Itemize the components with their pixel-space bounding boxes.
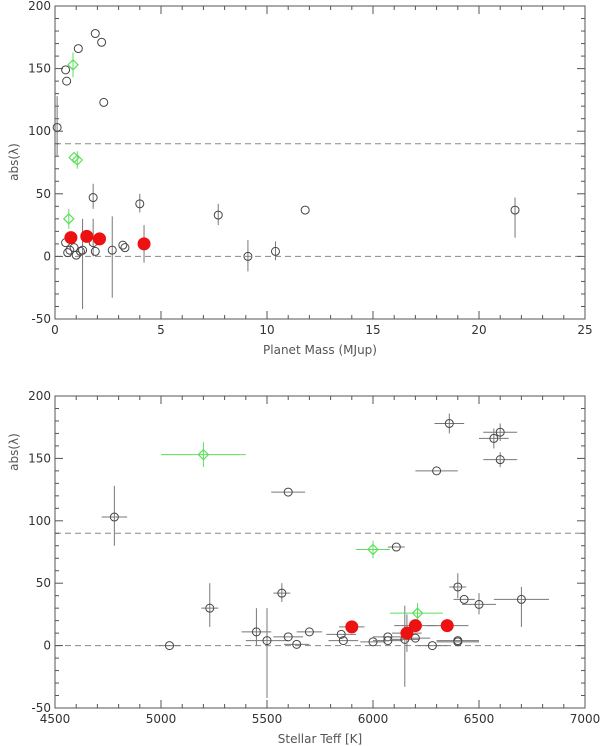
data-point — [197, 448, 210, 461]
data-point — [63, 248, 73, 258]
data-point — [107, 245, 117, 255]
data-point — [120, 243, 130, 253]
data-point — [427, 641, 437, 651]
data-point — [459, 594, 469, 604]
data-point — [432, 466, 442, 476]
data-point — [78, 245, 88, 255]
plot-frame — [54, 395, 586, 709]
data-point — [97, 37, 107, 47]
data-point — [440, 619, 454, 633]
data-point — [71, 154, 84, 166]
data-point — [444, 418, 454, 428]
data-point — [52, 122, 62, 132]
data-point — [410, 633, 420, 643]
data-point — [80, 229, 94, 243]
data-point — [67, 58, 79, 71]
x-tick-label: 7000 — [570, 712, 600, 726]
data-point — [251, 627, 261, 637]
teff-vs-lambda-panel: Stellar Teff [K] abs(λ) 4500 5000 5500 6000… — [7, 389, 600, 746]
data-point — [391, 542, 401, 552]
x-tick-label: 10 — [259, 323, 274, 337]
y-tick-label: 0 — [43, 249, 51, 263]
data-point — [118, 240, 128, 250]
data-point — [90, 29, 100, 39]
data-point — [99, 97, 109, 107]
data-point — [61, 65, 71, 75]
data-point — [283, 487, 293, 497]
x-tick-label: 5 — [157, 323, 165, 337]
data-point — [64, 231, 78, 245]
x-tick-label: 6000 — [358, 712, 389, 726]
data-point — [75, 246, 85, 256]
y-axis-title: abs(λ) — [7, 433, 21, 471]
y-tick-label: 200 — [28, 0, 51, 13]
data-point — [453, 637, 463, 647]
y-tick-label: 50 — [36, 576, 51, 590]
data-point — [270, 246, 280, 256]
data-point — [283, 632, 293, 642]
y-tick-label: 150 — [28, 451, 51, 465]
data-point — [300, 205, 310, 215]
x-tick-label: 25 — [577, 323, 592, 337]
x-tick-label: 0 — [51, 323, 59, 337]
data-point — [368, 637, 378, 647]
data-point — [453, 582, 463, 592]
x-tick-label: 5500 — [252, 712, 283, 726]
data-point — [73, 44, 83, 54]
data-point — [304, 627, 314, 637]
y-tick-label: 200 — [28, 389, 51, 403]
data-point — [345, 620, 359, 634]
data-point — [383, 636, 393, 646]
mass-vs-lambda-panel: Planet Mass (MJup) abs(λ) 0 5 10 15 20 25-500… — [7, 0, 593, 357]
data-point — [400, 626, 414, 640]
data-point — [135, 199, 145, 209]
data-point — [510, 205, 520, 215]
data-point — [88, 193, 98, 203]
data-point — [489, 433, 499, 443]
y-tick-label: 100 — [28, 124, 51, 138]
data-point — [243, 251, 253, 261]
y-tick-label: -50 — [31, 312, 51, 326]
data-point — [495, 455, 505, 465]
data-point — [516, 594, 526, 604]
data-point — [474, 599, 484, 609]
y-tick-label: 50 — [36, 187, 51, 201]
data-point — [164, 641, 174, 651]
data-point — [205, 603, 215, 613]
data-point — [408, 619, 422, 633]
x-axis-title: Planet Mass (MJup) — [263, 343, 377, 357]
data-point — [93, 232, 107, 246]
x-axis-title: Stellar Teff [K] — [278, 732, 362, 746]
x-tick-label: 5000 — [146, 712, 177, 726]
data-point — [495, 427, 505, 437]
x-tick-label: 15 — [365, 323, 380, 337]
plot-frame — [54, 5, 586, 320]
data-point — [62, 76, 72, 86]
y-axis-title: abs(λ) — [7, 143, 21, 181]
y-tick-label: 150 — [28, 62, 51, 76]
data-point — [109, 512, 119, 522]
data-point — [336, 629, 346, 639]
data-point — [277, 588, 287, 598]
x-tick-label: 20 — [471, 323, 486, 337]
data-point — [137, 237, 151, 251]
data-point — [338, 636, 348, 646]
data-point — [213, 210, 223, 220]
x-tick-label: 4500 — [40, 712, 71, 726]
data-point — [411, 607, 424, 620]
data-point — [262, 636, 272, 646]
data-point — [90, 246, 100, 256]
y-tick-label: 0 — [43, 639, 51, 653]
data-point — [292, 639, 302, 649]
data-point — [367, 543, 379, 556]
x-tick-label: 6500 — [464, 712, 495, 726]
data-point — [62, 212, 75, 225]
y-tick-label: -50 — [31, 701, 51, 715]
y-tick-label: 100 — [28, 514, 51, 528]
